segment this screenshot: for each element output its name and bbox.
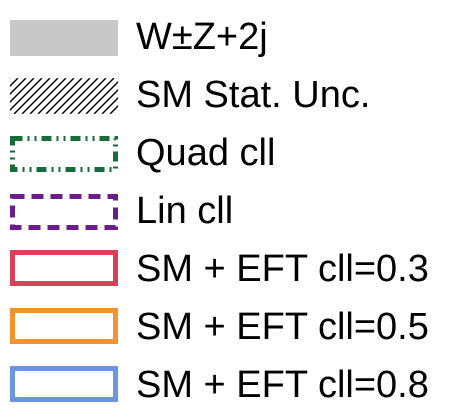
legend-entry: SM + EFT cll=0.5: [0, 298, 476, 356]
solid-outline-box: [10, 250, 118, 286]
legend-swatch-solid-outline-box: [10, 366, 118, 402]
legend-entry: SM Stat. Unc.: [0, 66, 476, 124]
legend-entry: SM + EFT cll=0.3: [0, 240, 476, 298]
solid-outline-box: [10, 308, 118, 344]
dashed-outline-box: [10, 194, 118, 230]
legend-label: SM + EFT cll=0.8: [136, 364, 429, 406]
legend-swatch-dash-dot-outline-box: [10, 136, 118, 172]
legend-entry: Lin cll: [0, 182, 476, 240]
legend-entry: Quad cll: [0, 124, 476, 182]
legend-swatch-solid-outline-box: [10, 250, 118, 286]
legend-label: SM + EFT cll=0.3: [136, 248, 429, 290]
legend-label: Quad cll: [136, 132, 276, 174]
legend-swatch-filled-gray-box: [10, 20, 118, 56]
legend-swatch-dashed-outline-box: [10, 194, 118, 230]
dash-dot-outline-box: [10, 136, 118, 172]
legend-swatch-hatched-box: [10, 78, 118, 114]
legend-label: W±Z+2j: [136, 16, 268, 58]
legend-entry: SM + EFT cll=0.8: [0, 356, 476, 414]
legend-label: SM + EFT cll=0.5: [136, 306, 429, 348]
legend-swatch-solid-outline-box: [10, 308, 118, 344]
solid-outline-box: [10, 366, 118, 402]
legend-label: SM Stat. Unc.: [136, 74, 371, 116]
legend-label: Lin cll: [136, 190, 234, 232]
legend-entry: W±Z+2j: [0, 8, 476, 66]
filled-gray-box: [10, 20, 118, 56]
hatched-box: [10, 78, 118, 114]
